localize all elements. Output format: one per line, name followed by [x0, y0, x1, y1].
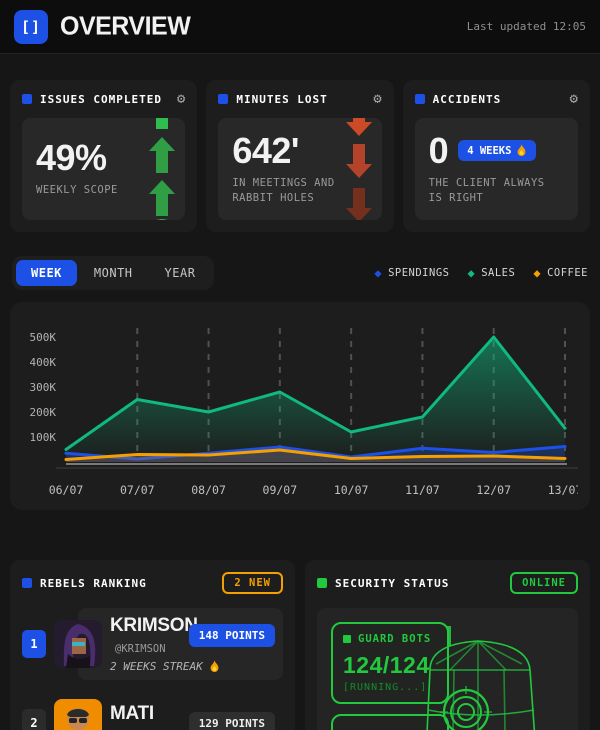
period-tabs: WEEK MONTH YEAR — [12, 256, 215, 290]
svg-text:500K: 500K — [30, 331, 57, 344]
avatar — [54, 620, 102, 668]
svg-text:06/07: 06/07 — [49, 483, 84, 497]
settings-gear-icon[interactable]: ⚙ — [176, 91, 186, 107]
second-widget-partial — [331, 714, 449, 730]
settings-gear-icon[interactable]: ⚙ — [373, 91, 382, 107]
app-header: [] OVERVIEW Last updated 12:05 — [0, 0, 600, 54]
robot-wireframe-illustration — [416, 624, 576, 730]
trend-down-arrows-icon — [344, 118, 374, 220]
legend-item-sales: ◆ SALES — [467, 267, 515, 279]
svg-text:13/07: 13/07 — [548, 483, 578, 497]
stat-subtitle: THE CLIENT ALWAYS IS RIGHT — [428, 176, 545, 204]
diamond-icon: ◆ — [533, 266, 542, 280]
stat-panel: 49% WEEKLY SCOPE — [22, 118, 186, 220]
ranking-row-1[interactable]: 1 KRIMSON @KRIMSON — [22, 608, 283, 680]
svg-text:400K: 400K — [30, 356, 57, 369]
svg-text:100K: 100K — [30, 431, 57, 444]
ranking-row-panel: MATI @MATI 129 POINTS — [78, 694, 283, 730]
points-badge: 148 POINTS — [188, 624, 275, 647]
ranking-row-2[interactable]: 2 MATI — [22, 694, 283, 730]
stat-subtitle: IN MEETINGS AND RABBIT HOLES — [232, 176, 335, 204]
new-entries-badge: 2 NEW — [222, 572, 283, 594]
badge-label: 4 WEEKS — [467, 144, 512, 157]
svg-text:09/07: 09/07 — [263, 483, 298, 497]
chart-controls: WEEK MONTH YEAR ◆ SPENDINGS ◆ SALES ◆ CO… — [12, 256, 588, 290]
rank-number: 2 — [22, 709, 46, 730]
widget-status: [RUNNING...] — [343, 682, 428, 693]
diamond-icon: ◆ — [374, 266, 383, 280]
app-logo-icon: [] — [14, 9, 48, 44]
flame-icon — [210, 660, 219, 672]
diamond-icon: ◆ — [467, 266, 476, 280]
svg-text:300K: 300K — [30, 381, 57, 394]
svg-text:08/07: 08/07 — [191, 483, 226, 497]
stat-subtitle: WEEKLY SCOPE — [36, 184, 118, 197]
user-handle: @KRIMSON — [115, 643, 166, 655]
user-name: KRIMSON — [110, 615, 198, 636]
points-badge: 129 POINTS — [188, 711, 275, 730]
legend-label: SPENDINGS — [388, 267, 450, 279]
stat-value: 0 — [428, 129, 449, 171]
chart-card: 100K 200K 300K 400K 500K 06/07 07/07 08/07 09/07… — [10, 302, 590, 510]
card-bullet-icon — [414, 94, 425, 104]
security-status-card: SECURITY STATUS ONLINE GUARD BOTS 124/12… — [305, 560, 590, 730]
card-bullet-icon — [22, 94, 32, 104]
ranking-row-panel: KRIMSON @KRIMSON 148 POINTS 2 WEEKS STRE… — [78, 608, 283, 680]
chart-legend: ◆ SPENDINGS ◆ SALES ◆ COFFEE — [374, 267, 588, 279]
stat-panel: 642' IN MEETINGS AND RABBIT HOLES — [218, 118, 382, 220]
widget-bullet-icon — [343, 635, 351, 643]
security-panel: GUARD BOTS 124/124 [RUNNING...] — [317, 608, 578, 730]
tab-year[interactable]: YEAR — [164, 266, 196, 280]
stat-card-title: MINUTES LOST — [236, 92, 328, 106]
page-title: OVERVIEW — [60, 11, 191, 41]
ranking-card-title: REBELS RANKING — [40, 576, 147, 590]
stat-card-issues-completed: ISSUES COMPLETED ⚙ 49% WEEKLY SCOPE — [10, 80, 198, 232]
streak-text: 2 WEEKS STREAK — [110, 660, 203, 673]
rebels-ranking-card: REBELS RANKING 2 NEW 1 — [10, 560, 295, 730]
stat-card-accidents: ACCIDENTS ⚙ 0 4 WEEKS THE CLIENT ALWAYS … — [402, 80, 590, 232]
tab-week[interactable]: WEEK — [16, 260, 77, 286]
svg-text:12/07: 12/07 — [476, 483, 511, 497]
stat-value: 642' — [232, 129, 299, 171]
widget-title: GUARD BOTS — [358, 633, 432, 645]
main-content: ISSUES COMPLETED ⚙ 49% WEEKLY SCOPE — [0, 54, 600, 730]
svg-text:10/07: 10/07 — [334, 483, 369, 497]
main-chart-svg[interactable]: 100K 200K 300K 400K 500K 06/07 07/07 08/07 09/07… — [22, 308, 582, 504]
legend-item-spendings: ◆ SPENDINGS — [374, 267, 449, 279]
legend-item-coffee: ◆ COFFEE — [533, 267, 588, 279]
card-bullet-icon — [317, 578, 327, 588]
tab-month[interactable]: MONTH — [93, 266, 133, 280]
svg-text:11/07: 11/07 — [405, 483, 440, 497]
trend-up-arrows-icon — [147, 118, 177, 220]
flame-icon — [518, 144, 526, 157]
stats-row: ISSUES COMPLETED ⚙ 49% WEEKLY SCOPE — [10, 80, 590, 232]
svg-text:07/07: 07/07 — [120, 483, 155, 497]
card-bullet-icon — [218, 94, 229, 104]
settings-gear-icon[interactable]: ⚙ — [569, 91, 578, 107]
guard-bots-widget: GUARD BOTS 124/124 [RUNNING...] — [331, 622, 449, 704]
weeks-streak-badge: 4 WEEKS — [458, 140, 537, 162]
legend-label: COFFEE — [547, 267, 588, 279]
stat-card-title: ACCIDENTS — [432, 92, 502, 106]
legend-label: SALES — [481, 267, 516, 279]
ranking-list: 1 KRIMSON @KRIMSON — [22, 608, 283, 730]
user-name: MATI — [110, 702, 154, 724]
rank-number: 1 — [22, 630, 46, 658]
bottom-row: REBELS RANKING 2 NEW 1 — [10, 560, 590, 730]
last-updated-label: Last updated 12:05 — [466, 20, 586, 33]
svg-text:200K: 200K — [30, 406, 57, 419]
online-status-badge: ONLINE — [510, 572, 578, 594]
stat-card-minutes-lost: MINUTES LOST ⚙ 642' IN MEETINGS AND RABB… — [206, 80, 394, 232]
streak-label: 2 WEEKS STREAK — [110, 660, 275, 673]
widget-value: 124/124 — [343, 652, 430, 678]
security-card-title: SECURITY STATUS — [335, 576, 450, 590]
stat-card-title: ISSUES COMPLETED — [40, 92, 162, 106]
stat-panel: 0 4 WEEKS THE CLIENT ALWAYS IS RIGHT — [414, 118, 578, 220]
avatar — [54, 699, 102, 730]
stat-value: 49% — [36, 137, 107, 179]
card-bullet-icon — [22, 578, 32, 588]
